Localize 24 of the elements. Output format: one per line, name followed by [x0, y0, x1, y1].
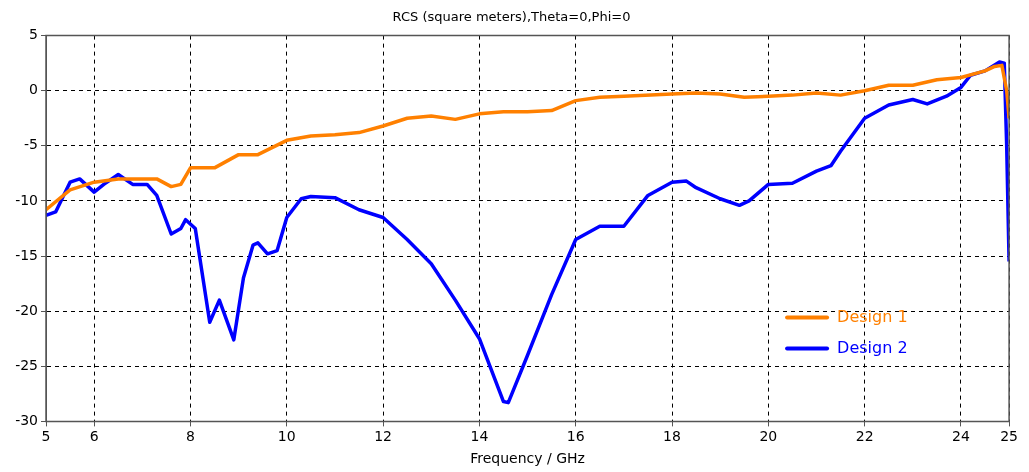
x-tick-label: 25 [1000, 428, 1019, 445]
y-tick-label: 0 [29, 81, 38, 98]
legend-label: Design 2 [837, 337, 908, 357]
y-tick-label: -20 [15, 301, 38, 318]
x-tick-label: 6 [89, 428, 99, 445]
x-tick-label: 20 [759, 428, 778, 445]
x-axis-title: Frequency / GHz [470, 450, 585, 467]
y-tick-label: -25 [15, 356, 38, 373]
x-tick-label: 10 [277, 428, 296, 445]
x-tick-label: 5 [41, 428, 51, 445]
x-tick-label: 22 [855, 428, 874, 445]
legend-label: Design 1 [837, 306, 908, 326]
chart-title: RCS (square meters),Theta=0,Phi=0 [392, 9, 631, 25]
y-tick-label: -10 [15, 191, 38, 208]
x-tick-label: 12 [374, 428, 392, 445]
x-tick-label: 24 [952, 428, 970, 445]
x-tick-label: 14 [470, 428, 489, 445]
x-tick-label: 8 [186, 428, 195, 445]
y-tick-label: -15 [15, 246, 38, 263]
y-tick-label: -30 [15, 412, 38, 429]
x-tick-label: 16 [566, 428, 585, 445]
x-tick-label: 18 [663, 428, 681, 445]
y-tick-label: 5 [29, 26, 38, 43]
y-tick-label: -5 [24, 136, 38, 153]
